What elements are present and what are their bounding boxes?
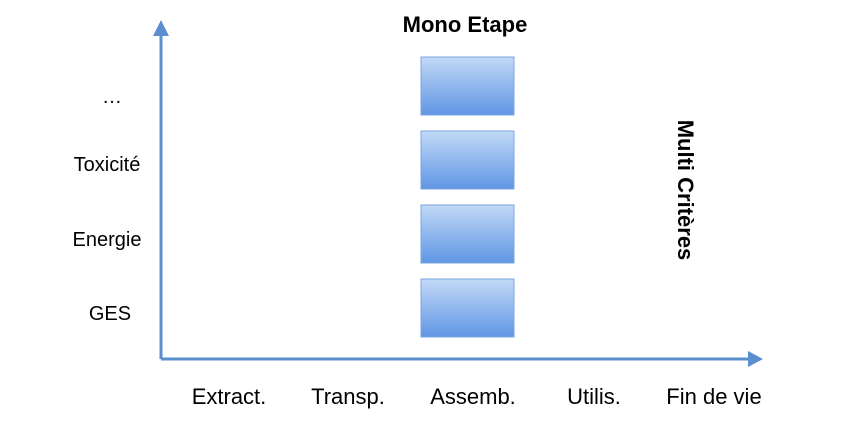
x-label-assemb: Assemb. [430,384,516,409]
x-axis-arrowhead [748,351,763,367]
box-row-energie [420,204,515,264]
box-row-ges [420,278,515,338]
side-title: Multi Critères [673,119,698,261]
x-label-extract: Extract. [191,384,267,409]
x-label-fin-de-vie: Fin de vie [666,384,762,409]
x-label-utilis: Utilis. [567,384,621,409]
y-label-toxicite: Toxicité [73,154,141,176]
x-label-transp: Transp. [311,384,385,409]
box-row-etc [420,56,515,116]
y-label-ges: GES [88,303,132,325]
box-row-toxicite [420,130,515,190]
y-axis-arrowhead [153,20,169,36]
y-label-energie: Energie [72,229,142,251]
y-label-etc: … [102,86,122,108]
diagram-title: Mono Etape [402,12,528,37]
